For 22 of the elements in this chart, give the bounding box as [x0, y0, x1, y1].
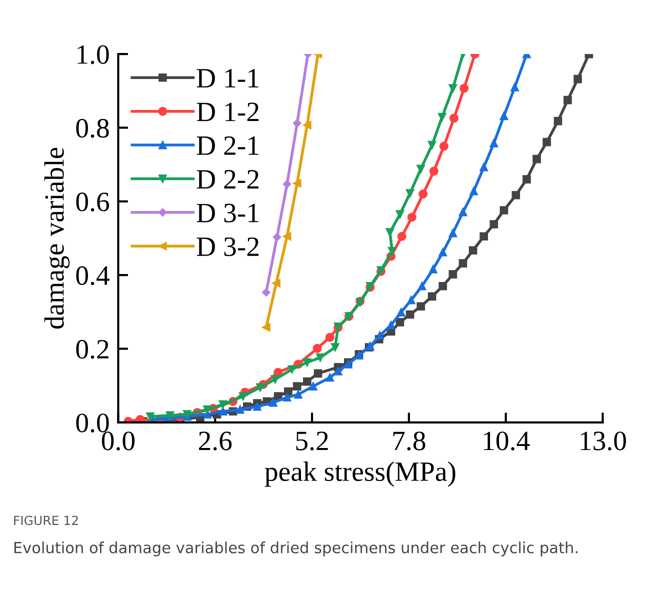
y-tick-label: 1.0 [78, 45, 109, 64]
legend-label: D 2-2 [196, 170, 258, 188]
x-tick-label: 5.2 [296, 432, 328, 450]
legend-label: D 3-2 [196, 237, 258, 256]
y-tick-label: 0.2 [76, 340, 108, 359]
legend-label: D 1-2 [196, 102, 258, 122]
legend-label: D 3-1 [196, 204, 258, 222]
x-tick-label: 2.6 [198, 432, 232, 450]
y-axis-title: damage variable [44, 148, 70, 329]
x-axis-title: peak stress(MPa) [264, 462, 456, 487]
x-tick-label: 7.8 [393, 432, 426, 450]
legend-label: D 1-1 [196, 69, 258, 88]
y-tick-label: 0.6 [76, 192, 110, 212]
caption: FIGURE 12 [14, 516, 78, 526]
x-tick-label: 0.0 [102, 432, 135, 450]
y-tick-label: 0.8 [76, 118, 109, 138]
y-tick-label: 0.4 [76, 266, 110, 286]
legend-label: D 2-1 [196, 136, 258, 155]
x-tick-label: 13.0 [580, 432, 626, 450]
y-tick-label: 0.0 [76, 414, 109, 432]
text: Evolution of damage variables of dried specimens under each cyclic path. [14, 542, 578, 556]
x-tick-label: 10.4 [484, 432, 530, 450]
